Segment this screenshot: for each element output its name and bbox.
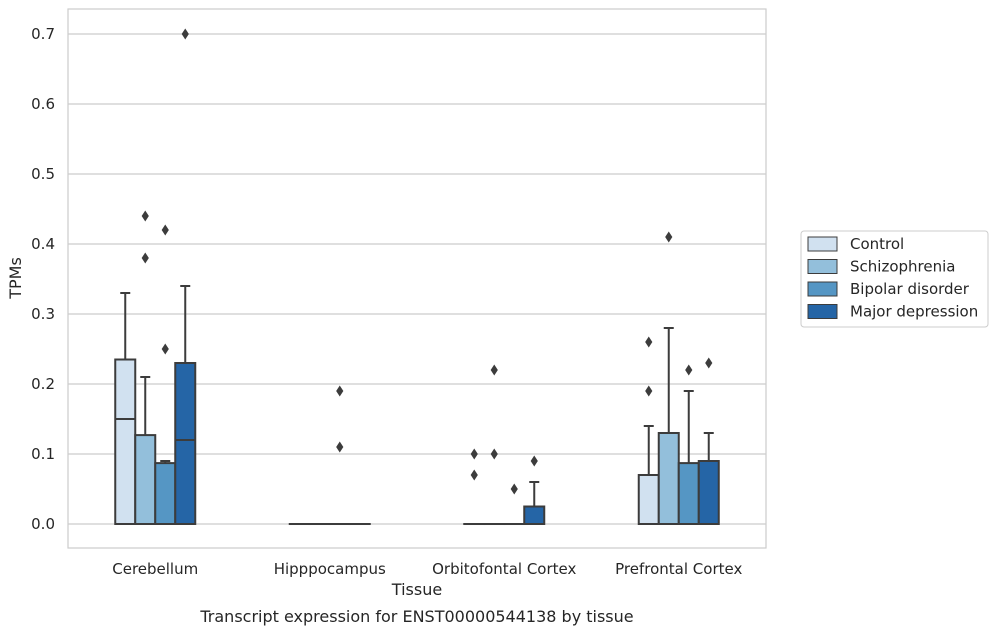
outlier-point xyxy=(470,448,478,460)
box-schizophrenia xyxy=(657,231,680,525)
legend-label: Bipolar disorder xyxy=(850,280,970,298)
outlier-point xyxy=(141,210,149,222)
box-bipolar-disorder xyxy=(677,364,700,526)
outlier-point xyxy=(510,483,518,495)
outlier-point xyxy=(161,224,169,236)
y-axis-label: TPMs xyxy=(6,257,25,300)
box-major-depression xyxy=(174,28,197,525)
legend-swatch xyxy=(807,236,838,252)
y-tick-label: 0.1 xyxy=(31,445,55,463)
box-major-depression xyxy=(697,357,720,525)
y-tick-label: 0.5 xyxy=(31,165,55,183)
box-series xyxy=(114,28,720,526)
legend-label: Major depression xyxy=(850,303,978,321)
y-tick-label: 0.4 xyxy=(31,235,55,253)
box-control xyxy=(463,448,486,526)
legend-label: Control xyxy=(850,235,904,253)
box-control xyxy=(114,292,137,525)
outlier-point xyxy=(336,441,344,453)
y-tick-label: 0.3 xyxy=(31,305,55,323)
box-body xyxy=(174,362,197,525)
box-body xyxy=(657,432,680,525)
x-tick-label: Hipppocampus xyxy=(274,560,386,578)
legend: Control Schizophrenia Bipolar disorder Majo… xyxy=(800,230,989,328)
box-body xyxy=(697,460,720,525)
y-tick-label: 0.2 xyxy=(31,375,55,393)
y-tick-label: 0.7 xyxy=(31,25,55,43)
x-tick-label: Prefrontal Cortex xyxy=(615,560,742,578)
y-axis-ticks: 0.0 0.1 0.2 0.3 0.4 0.5 0.6 0.7 xyxy=(31,25,55,533)
figure-caption: Transcript expression for ENST0000054413… xyxy=(199,607,633,626)
outlier-point xyxy=(161,343,169,355)
legend-label: Schizophrenia xyxy=(850,258,955,276)
box-bipolar-disorder xyxy=(328,385,351,526)
box-body xyxy=(134,434,157,526)
legend-frame xyxy=(800,230,989,328)
outlier-point xyxy=(336,385,344,397)
outlier-point xyxy=(490,448,498,460)
y-tick-label: 0.6 xyxy=(31,95,55,113)
outlier-point xyxy=(530,455,538,467)
outlier-point xyxy=(490,364,498,376)
outlier-point xyxy=(685,364,693,376)
box-bipolar-disorder xyxy=(503,483,526,526)
legend-swatch xyxy=(807,304,838,319)
box-bipolar-disorder xyxy=(154,224,177,526)
box-major-depression xyxy=(523,455,546,525)
box-body xyxy=(637,474,660,525)
box-body xyxy=(114,358,137,525)
box-schizophrenia xyxy=(483,364,506,526)
outlier-point xyxy=(665,231,673,243)
x-axis-ticks: Cerebellum Hipppocampus Orbitofontal Corte… xyxy=(112,560,742,578)
box-body xyxy=(523,505,546,525)
outlier-point xyxy=(470,469,478,481)
legend-swatch xyxy=(807,259,838,274)
x-axis-label: Tissue xyxy=(391,580,442,599)
plot-area-frame xyxy=(67,8,767,549)
outlier-point xyxy=(141,252,149,264)
outlier-point xyxy=(181,28,189,40)
outlier-point xyxy=(645,385,653,397)
outlier-point xyxy=(705,357,713,369)
outlier-point xyxy=(645,336,653,348)
x-tick-label: Orbitofontal Cortex xyxy=(432,560,576,578)
box-schizophrenia xyxy=(134,210,157,526)
legend-swatch xyxy=(807,281,838,297)
y-tick-label: 0.0 xyxy=(31,515,55,533)
box-control xyxy=(637,336,660,525)
x-tick-label: Cerebellum xyxy=(112,560,198,578)
box-body xyxy=(677,462,700,526)
box-body xyxy=(154,462,177,526)
